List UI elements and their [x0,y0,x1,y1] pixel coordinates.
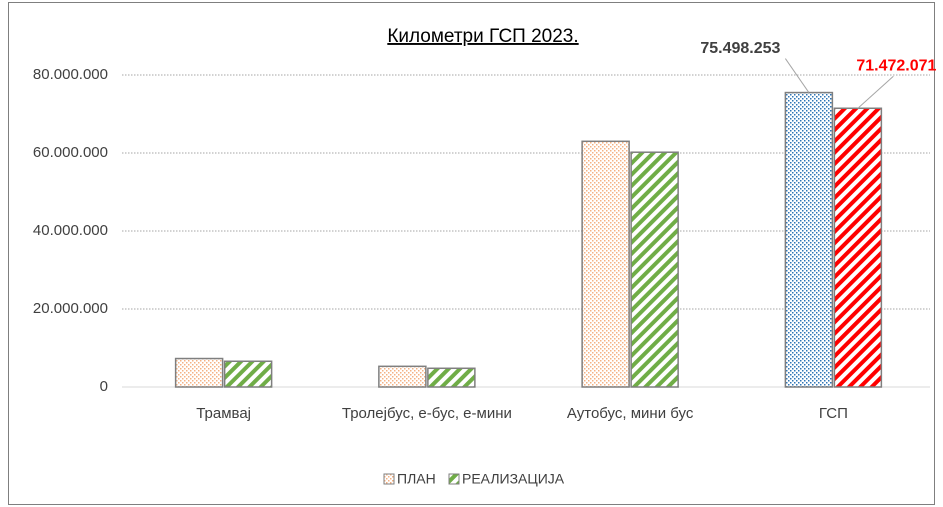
bar [581,140,630,388]
bar [174,357,224,388]
x-tick-label: Аутобус, мини бус [566,405,694,422]
x-tick-label: ГСП [818,405,848,422]
chart-title: Километри ГСП 2023. [387,26,578,47]
data-label: 75.498.253 [700,40,780,57]
bar [427,367,476,388]
y-tick-label: 0 [100,378,108,395]
data-label: 71.472.071 [856,57,936,74]
x-tick-label: Тролејбус, е-бус, е-мини [341,405,512,422]
chart-border [8,2,935,505]
y-tick-label: 60.000.000 [33,144,108,161]
bar [630,151,679,388]
x-tick-label: Трамвај [196,405,252,422]
y-tick-label: 80.000.000 [33,66,108,83]
bar [784,91,834,388]
legend-swatch [383,473,395,485]
bar [223,360,273,388]
bar [378,365,427,388]
y-tick-label: 20.000.000 [33,300,108,317]
legend-label: ПЛАН [397,471,436,487]
leader-line [857,75,894,109]
legend-label: РЕАЛИЗАЦИЈА [462,471,565,487]
y-tick-label: 40.000.000 [33,222,108,239]
leader-line [784,58,810,93]
legend-swatch [448,473,460,485]
bar [833,107,883,388]
